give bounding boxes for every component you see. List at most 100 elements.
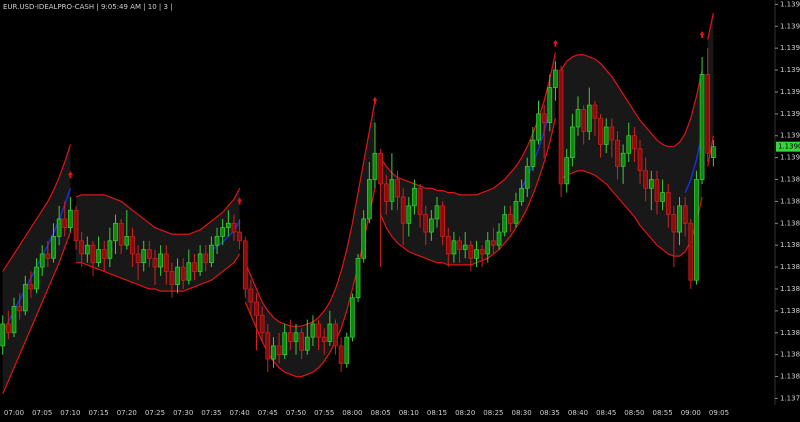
candle-body <box>333 323 338 347</box>
candle-body <box>321 336 327 342</box>
candle-body <box>519 187 524 202</box>
y-tick-label: 1.1385 <box>780 263 800 271</box>
candle-body <box>310 323 316 338</box>
candle-body <box>113 222 118 242</box>
x-tick-label: 07:00 <box>4 409 24 417</box>
candle-body <box>259 314 265 334</box>
x-tick-label: 08:35 <box>540 409 560 417</box>
candle-body <box>677 205 682 233</box>
candle-body <box>496 231 502 246</box>
candle-body <box>163 253 169 272</box>
x-tick-label: 07:35 <box>201 409 221 417</box>
candle-body <box>39 253 45 268</box>
candle-body <box>124 236 130 246</box>
candle-body <box>699 74 705 180</box>
y-tick-label: 1.1392 <box>780 110 800 118</box>
candle-body <box>406 205 412 224</box>
y-tick-label: 1.1396 <box>780 22 800 30</box>
lower-band <box>560 170 703 257</box>
x-tick-label: 08:30 <box>512 409 532 417</box>
candle-body <box>130 236 135 255</box>
candle-body <box>68 209 73 229</box>
candle-body <box>603 126 609 145</box>
candle-body <box>615 139 620 167</box>
candle-body <box>152 257 158 268</box>
x-tick-label: 08:55 <box>653 409 673 417</box>
x-tick-label: 08:00 <box>342 409 362 417</box>
candle-body <box>648 179 654 189</box>
candle-body <box>282 332 288 355</box>
candle-body <box>570 126 575 158</box>
signal-arrow <box>372 96 378 104</box>
candle-body <box>457 240 462 250</box>
candle-body <box>423 214 429 233</box>
candle-body <box>366 179 372 220</box>
candle-body <box>180 266 186 281</box>
candle-body <box>378 152 383 185</box>
x-tick-label: 07:15 <box>89 409 109 417</box>
candle-body <box>682 205 688 224</box>
candle-body <box>660 192 665 202</box>
candle-body <box>429 218 434 233</box>
candle-body <box>462 244 468 250</box>
candle-body <box>491 240 496 246</box>
candle-body <box>214 236 220 246</box>
candle-body <box>468 244 474 259</box>
candle-body <box>338 345 344 364</box>
candle-body <box>11 306 17 334</box>
candle-body <box>327 323 333 342</box>
x-tick-label: 07:20 <box>117 409 137 417</box>
x-tick-label: 08:50 <box>624 409 644 417</box>
x-tick-label: 09:05 <box>709 409 729 417</box>
candle-body <box>479 249 485 255</box>
candle-body <box>592 104 598 119</box>
chart-title: EUR.USD-IDEALPRO-CASH | 9:05:49 AM | 10 … <box>3 3 173 11</box>
candle-body <box>586 104 592 132</box>
candle-body <box>372 152 378 180</box>
candle-body <box>225 222 231 229</box>
candle-body <box>575 109 581 128</box>
candle-body <box>553 69 558 88</box>
lower-band <box>2 231 71 395</box>
last-price-tag <box>776 141 800 152</box>
candle-body <box>96 249 101 264</box>
candle-body <box>6 323 11 334</box>
candle-body <box>135 253 141 264</box>
mid-line <box>684 133 703 193</box>
candle-body <box>547 87 553 123</box>
candle-body <box>541 113 547 123</box>
candle-body <box>17 306 22 312</box>
signal-arrow <box>237 197 243 205</box>
candle-body <box>474 249 479 259</box>
x-tick-label: 07:10 <box>60 409 80 417</box>
candle-body <box>361 218 367 259</box>
x-tick-label: 07:25 <box>145 409 165 417</box>
candle-body <box>56 218 62 237</box>
signal-arrow <box>67 171 73 179</box>
candle-body <box>344 336 350 364</box>
candle-body <box>665 192 671 215</box>
y-tick-label: 1.1386 <box>780 241 800 249</box>
candle-body <box>524 166 530 189</box>
candle-body <box>45 253 51 259</box>
candle-body <box>288 332 293 342</box>
band-fill <box>380 52 556 265</box>
candle-body <box>147 249 152 259</box>
candle-body <box>536 113 541 141</box>
candle-body <box>564 157 570 185</box>
candle-body <box>558 69 564 185</box>
candle-body <box>389 179 395 202</box>
candle-body <box>440 205 445 237</box>
y-tick-label: 1.1380 <box>780 373 800 381</box>
x-tick-label: 07:55 <box>314 409 334 417</box>
candle-body <box>231 222 237 233</box>
x-tick-label: 07:40 <box>230 409 250 417</box>
last-price-label: 1.13905 <box>778 143 800 151</box>
candle-body <box>34 266 39 290</box>
candle-body <box>28 284 34 290</box>
y-tick-label: 1.1382 <box>780 329 800 337</box>
candle-body <box>118 222 124 246</box>
candle-body <box>688 222 694 281</box>
candle-body <box>671 214 677 233</box>
